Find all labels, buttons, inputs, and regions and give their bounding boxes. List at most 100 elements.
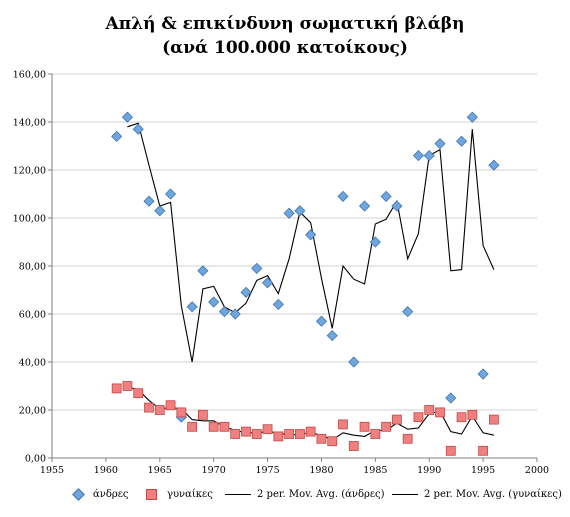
- square-point: [241, 426, 251, 437]
- square-point: [262, 424, 273, 435]
- square-point: [348, 441, 359, 451]
- y-tick-label: 100,00: [13, 214, 46, 225]
- diamond-point: [358, 200, 371, 212]
- square-point: [305, 426, 316, 437]
- diamond-point: [186, 301, 198, 313]
- square-point: [316, 433, 327, 444]
- square-point: [165, 400, 176, 411]
- x-tick-label: 1990: [417, 465, 441, 476]
- square-point: [488, 414, 499, 425]
- y-tick-label: 0,00: [25, 454, 46, 465]
- square-point: [284, 429, 295, 439]
- square-point: [122, 381, 133, 391]
- square-point: [230, 429, 241, 439]
- diamond-point: [326, 330, 338, 342]
- square-point: [219, 421, 230, 432]
- y-tick-label: 40,00: [19, 358, 46, 369]
- diamond-point: [337, 190, 349, 202]
- diamond-point: [229, 308, 241, 320]
- diamond-point: [466, 111, 478, 123]
- diamond-point: [477, 368, 489, 380]
- square-point: [381, 421, 392, 432]
- diamond-point: [272, 298, 284, 310]
- legend: άνδρες γυναίκες 2 per. Mov. Avg. (άνδρες…: [60, 484, 565, 504]
- square-point: [327, 436, 338, 447]
- square-point: [402, 433, 413, 444]
- square-point: [424, 405, 435, 415]
- diamond-point: [369, 236, 381, 248]
- gridlines: [52, 73, 537, 411]
- legend-line-marker: [225, 493, 251, 495]
- diamond-point: [348, 356, 360, 368]
- x-tick-label: 1965: [148, 465, 172, 476]
- diamond-point: [315, 315, 328, 327]
- square-point: [359, 421, 370, 432]
- x-tick-label: 2000: [525, 465, 549, 476]
- square-point: [445, 445, 456, 456]
- legend-label-men: άνδρες: [93, 488, 129, 500]
- diamond-point: [305, 229, 317, 241]
- diamond-point: [261, 277, 274, 289]
- diamond-point: [380, 190, 392, 202]
- diamond-point: [121, 111, 134, 123]
- square-point: [176, 407, 187, 418]
- diamond-point: [455, 135, 468, 147]
- diamond-point: [283, 207, 295, 219]
- diamond-point: [412, 150, 425, 162]
- square-point: [391, 414, 402, 425]
- y-tick-label: 60,00: [19, 310, 46, 321]
- diamond-point: [111, 130, 123, 142]
- x-tick-label: 1975: [255, 465, 279, 476]
- square-point: [111, 383, 122, 394]
- diamond-point: [423, 150, 435, 162]
- x-tick-label: 1955: [40, 465, 64, 476]
- legend-item-women: γυναίκες: [146, 484, 213, 504]
- y-tick-label: 140,00: [13, 118, 46, 129]
- y-tick-label: 160,00: [13, 70, 46, 81]
- square-point: [456, 412, 467, 423]
- square-point: [478, 445, 489, 456]
- square-point: [370, 429, 381, 439]
- legend-item-men: άνδρες: [72, 484, 129, 504]
- diamond-point: [154, 205, 166, 217]
- chart-title-line-2: (ανά 100.000 κατοίκους): [162, 38, 408, 58]
- x-tick-label: 1960: [94, 465, 118, 476]
- diamond-point: [294, 205, 306, 217]
- diamond-point: [208, 296, 220, 308]
- moving-average-line-2: [127, 122, 495, 363]
- square-point: [435, 407, 445, 418]
- diamond-point: [143, 195, 155, 207]
- x-tick-label: 1995: [471, 465, 495, 476]
- diamond-point: [402, 306, 414, 318]
- axes: [48, 73, 538, 462]
- diamond-point: [445, 392, 457, 404]
- square-point: [338, 419, 348, 430]
- square-point: [187, 421, 198, 432]
- x-tick-label: 1980: [309, 465, 333, 476]
- diamond-point: [391, 200, 403, 212]
- square-point: [208, 421, 219, 432]
- square-point: [467, 409, 478, 420]
- diamond-point: [488, 159, 500, 171]
- legend-label-ma-men: 2 per. Mov. Avg. (άνδρες): [257, 488, 385, 500]
- square-point: [133, 388, 144, 399]
- y-tick-label: 120,00: [13, 166, 46, 177]
- x-tick-label: 1970: [202, 465, 226, 476]
- legend-item-ma-men: 2 per. Mov. Avg. (άνδρες): [225, 484, 385, 504]
- y-tick-label: 20,00: [19, 406, 46, 417]
- square-point: [154, 405, 165, 415]
- chart-title: Απλή & επικίνδυνη σωματική βλάβη (ανά 10…: [0, 12, 570, 60]
- legend-label-women: γυναίκες: [167, 488, 213, 500]
- square-point: [197, 409, 208, 420]
- data-points: [111, 111, 500, 456]
- y-tick-label: 80,00: [19, 262, 46, 273]
- x-tick-label: 1985: [363, 465, 387, 476]
- diamond-point: [240, 286, 252, 298]
- diamond-point: [132, 123, 144, 135]
- legend-item-ma-women: 2 per. Mov. Avg. (γυναίκες): [392, 484, 562, 504]
- legend-diamond-marker: [72, 487, 85, 501]
- square-point: [144, 402, 154, 413]
- diamond-point: [251, 262, 263, 274]
- diamond-point: [218, 306, 231, 318]
